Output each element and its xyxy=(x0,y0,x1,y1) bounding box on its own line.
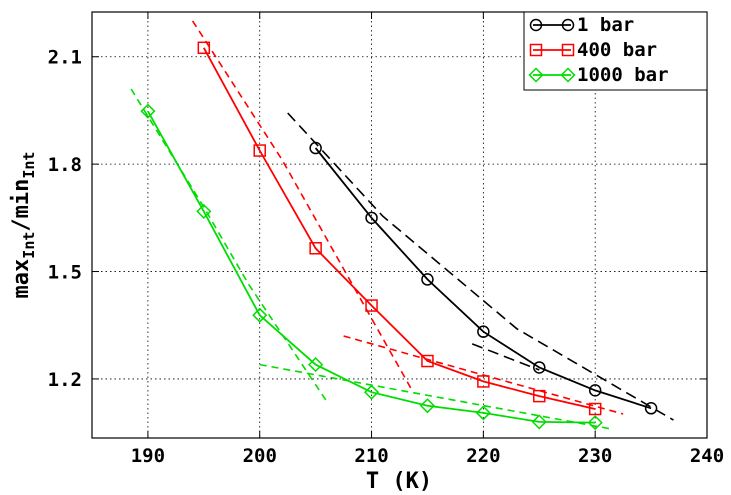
y-axis-title-sub2: Int xyxy=(20,152,38,179)
legend-item-1000-bar-marker xyxy=(528,67,544,83)
fit-line-1-bar xyxy=(287,112,674,421)
series-1-bar-line xyxy=(314,147,652,410)
series-1000-bar-point xyxy=(252,307,268,323)
y-axis-title-base1: max xyxy=(9,259,34,299)
legend: 1 bar 400 bar 1000 bar xyxy=(523,11,708,91)
series-1-bar-point xyxy=(588,384,602,397)
series-1000-bar-point xyxy=(587,415,603,431)
legend-item-1-bar-marker xyxy=(561,18,575,32)
series-400-bar-point xyxy=(477,375,490,388)
series-400-bar-point xyxy=(533,389,546,403)
x-tick-label: 190 xyxy=(131,445,165,467)
y-tick-label: 1.8 xyxy=(48,154,82,176)
y-tick-label: 1.2 xyxy=(48,369,82,391)
legend-item-1-bar-label: 1 bar xyxy=(577,14,634,36)
y-tick-label: 1.5 xyxy=(48,262,82,284)
x-tick-label: 200 xyxy=(243,445,277,467)
fit-lines xyxy=(130,20,674,430)
series-1-bar-point xyxy=(309,141,322,155)
legend-item-400-bar-marker xyxy=(529,43,543,57)
legend-item-400-bar-marker xyxy=(561,43,575,57)
series-1000-bar-point xyxy=(363,384,380,400)
series-400-bar-point xyxy=(421,354,434,368)
series-400-bar-point xyxy=(197,41,211,55)
legend-item-1000-bar: 1000 bar xyxy=(528,64,669,86)
series-1-bar-point xyxy=(533,361,546,374)
legend-item-1000-bar-label: 1000 bar xyxy=(577,64,669,86)
series-1-bar-point xyxy=(421,273,434,286)
series-1000-bar-point xyxy=(308,357,324,373)
series-1000-bar-line xyxy=(147,110,596,424)
gridlines xyxy=(92,12,707,438)
data-series xyxy=(140,41,658,431)
series-1-bar-point xyxy=(477,325,490,338)
fit-line-1-bar xyxy=(471,343,540,371)
legend-item-400-bar: 400 bar xyxy=(529,39,657,61)
legend-item-1-bar-marker xyxy=(529,18,543,32)
series-1000-bar-point xyxy=(140,103,156,119)
series-400-bar-line xyxy=(203,47,596,410)
series-1000-bar-point xyxy=(419,398,436,414)
series-400-bar xyxy=(197,41,602,416)
legend-item-1000-bar-marker xyxy=(560,67,576,83)
series-400-bar-point xyxy=(365,299,378,312)
series-1-bar xyxy=(309,141,658,415)
series-1-bar-point xyxy=(644,402,658,415)
series-400-bar-point xyxy=(253,144,266,157)
axis-ticks xyxy=(92,12,708,438)
legend-item-400-bar-label: 400 bar xyxy=(577,39,657,61)
series-1000-bar-point xyxy=(196,203,212,219)
x-tick-label: 220 xyxy=(466,445,500,467)
series-1000-bar xyxy=(140,103,603,431)
legend-item-1-bar: 1 bar xyxy=(529,14,634,36)
series-400-bar-point xyxy=(588,402,602,416)
series-400-bar-point xyxy=(309,242,322,255)
fit-line-400-bar xyxy=(343,335,624,415)
x-tick-label: 210 xyxy=(354,445,388,467)
series-1000-bar-point xyxy=(475,405,491,421)
series-1-bar-point xyxy=(365,211,378,225)
fit-line-1000-bar xyxy=(130,88,328,402)
y-tick-labels: 1.2 1.5 1.8 2.1 xyxy=(48,47,82,391)
x-tick-label: 240 xyxy=(690,445,724,467)
x-tick-labels: 190 200 210 220 230 240 xyxy=(131,445,724,467)
y-tick-label: 2.1 xyxy=(48,47,82,69)
y-axis-title-sub1: Int xyxy=(20,232,38,259)
fit-line-400-bar xyxy=(191,20,412,389)
y-axis-title: maxInt/minInt xyxy=(9,152,38,299)
x-tick-label: 230 xyxy=(578,445,612,467)
series-1000-bar-point xyxy=(531,414,547,430)
y-axis-title-mid: /min xyxy=(9,179,34,232)
x-axis-title: T (K) xyxy=(366,469,432,494)
